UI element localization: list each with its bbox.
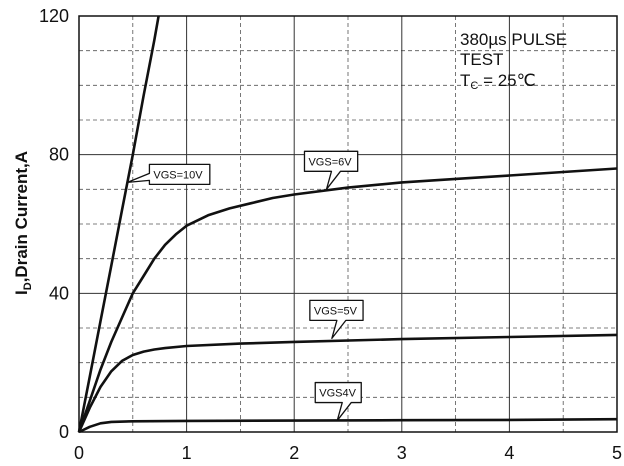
x-tick-label: 1	[182, 443, 192, 463]
series-line-0	[77, 15, 160, 433]
annotation-tc: TC = 25℃	[460, 71, 536, 92]
annotation-tc-rest: = 25℃	[478, 71, 535, 90]
y-tick-label: 0	[59, 422, 69, 442]
y-tick-label: 120	[39, 6, 69, 26]
annotation-line-1: 380µs PULSE	[460, 30, 567, 49]
plot-frame	[78, 15, 618, 433]
callout-box	[126, 163, 211, 186]
callout-box	[309, 299, 364, 340]
y-tick-label: 40	[49, 283, 69, 303]
y-axis-title-sub: D	[22, 282, 34, 290]
y-axis-title-rest: ,Drain Current,A	[12, 151, 31, 282]
x-tick-label: 3	[397, 443, 407, 463]
x-tick-label: 5	[612, 443, 622, 463]
annotation-tc-main: T	[460, 71, 470, 90]
y-axis-title-main: I	[12, 290, 31, 295]
annotation-line-2: TEST	[460, 50, 503, 69]
callout-label: VGS=10V	[153, 169, 203, 181]
plot-border	[78, 15, 618, 433]
callout-label: VGS4V	[319, 388, 356, 400]
series-line-1	[77, 167, 618, 433]
x-tick-label: 2	[289, 443, 299, 463]
tick-labels: 0 1 2 3 4 5 0 40 80 120	[39, 6, 622, 463]
grid-minor	[79, 16, 617, 432]
annotation-tc-sub: C	[470, 80, 478, 92]
series-lines	[77, 15, 618, 434]
callout-label: VGS=5V	[314, 305, 358, 317]
callout-box	[303, 150, 359, 190]
callout-label: VGS=6V	[308, 156, 352, 168]
x-tick-label: 0	[74, 443, 84, 463]
series-callouts: VGS=10V VGS=6V VGS=5V VGS4V	[126, 150, 364, 422]
y-tick-label: 80	[49, 145, 69, 165]
y-axis-title: ID,Drain Current,A	[12, 151, 34, 295]
series-line-2	[77, 333, 618, 433]
series-line-3	[78, 417, 618, 434]
callout-box	[314, 381, 362, 422]
x-tick-label: 4	[504, 443, 514, 463]
